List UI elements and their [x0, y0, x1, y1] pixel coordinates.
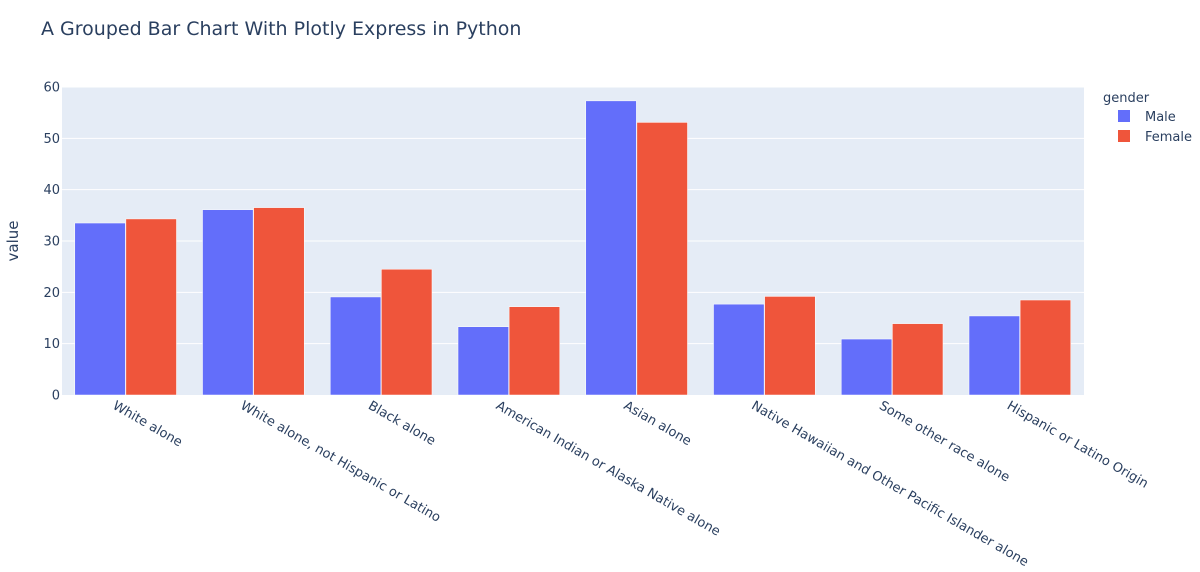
legend-label-male: Male: [1145, 110, 1176, 125]
bar-male: [841, 338, 893, 396]
x-tick-label: Some other race alone: [876, 398, 1012, 485]
bar-male: [713, 303, 765, 396]
legend-swatch-male: [1118, 110, 1130, 122]
y-tick-label: 10: [43, 337, 60, 352]
bars-group: [74, 100, 1071, 396]
bar-female: [253, 207, 305, 396]
bar-male: [74, 222, 126, 396]
y-tick-label: 60: [43, 81, 60, 96]
y-axis-ticks: 0 10 20 30 40 50 60: [43, 81, 60, 404]
bar-male: [330, 296, 382, 396]
x-tick-label: Black alone: [365, 398, 438, 449]
bar-female: [125, 218, 177, 396]
y-tick-label: 20: [43, 286, 60, 301]
bar-female: [381, 268, 433, 396]
bar-male: [457, 326, 509, 396]
x-axis-ticks: White alone White alone, not Hispanic or …: [110, 398, 1151, 570]
legend-label-female: Female: [1145, 130, 1192, 145]
bar-male: [968, 315, 1020, 396]
y-tick-label: 30: [43, 235, 60, 250]
y-tick-label: 50: [43, 132, 60, 147]
y-tick-label: 40: [43, 183, 60, 198]
bar-male: [585, 100, 637, 396]
x-tick-label: White alone: [110, 398, 185, 450]
bar-female: [764, 296, 816, 396]
x-tick-label: Hispanic or Latino Origin: [1004, 398, 1150, 491]
x-tick-label: Asian alone: [621, 398, 694, 449]
y-axis-title: value: [4, 221, 22, 262]
bar-male: [202, 209, 254, 396]
bar-female: [508, 306, 560, 396]
bar-female: [636, 122, 688, 396]
x-tick-label: White alone, not Hispanic or Latino: [238, 398, 443, 525]
legend-title: gender: [1103, 91, 1150, 106]
bar-female: [892, 323, 944, 396]
legend: gender Male Female: [1103, 91, 1192, 145]
y-tick-label: 0: [52, 389, 60, 404]
chart-title: A Grouped Bar Chart With Plotly Express …: [41, 18, 521, 40]
x-tick-label: American Indian or Alaska Native alone: [493, 398, 723, 539]
x-tick-label: Native Hawaiian and Other Pacific Island…: [749, 398, 1031, 570]
legend-swatch-female: [1118, 130, 1130, 142]
bar-female: [1019, 299, 1071, 396]
